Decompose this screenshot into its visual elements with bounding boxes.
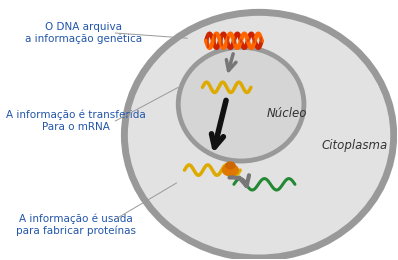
Circle shape bbox=[222, 164, 238, 176]
FancyArrowPatch shape bbox=[230, 175, 249, 186]
Text: Citoplasma: Citoplasma bbox=[321, 139, 387, 152]
Ellipse shape bbox=[124, 12, 394, 258]
Ellipse shape bbox=[178, 47, 304, 161]
Text: Núcleo: Núcleo bbox=[266, 107, 307, 120]
Text: A informação é usada
para fabricar proteínas: A informação é usada para fabricar prote… bbox=[16, 213, 136, 236]
Text: A informação é transferida
Para o mRNA: A informação é transferida Para o mRNA bbox=[6, 110, 146, 132]
Text: O DNA arquiva
a informação genética: O DNA arquiva a informação genética bbox=[25, 22, 142, 44]
Circle shape bbox=[226, 162, 235, 169]
